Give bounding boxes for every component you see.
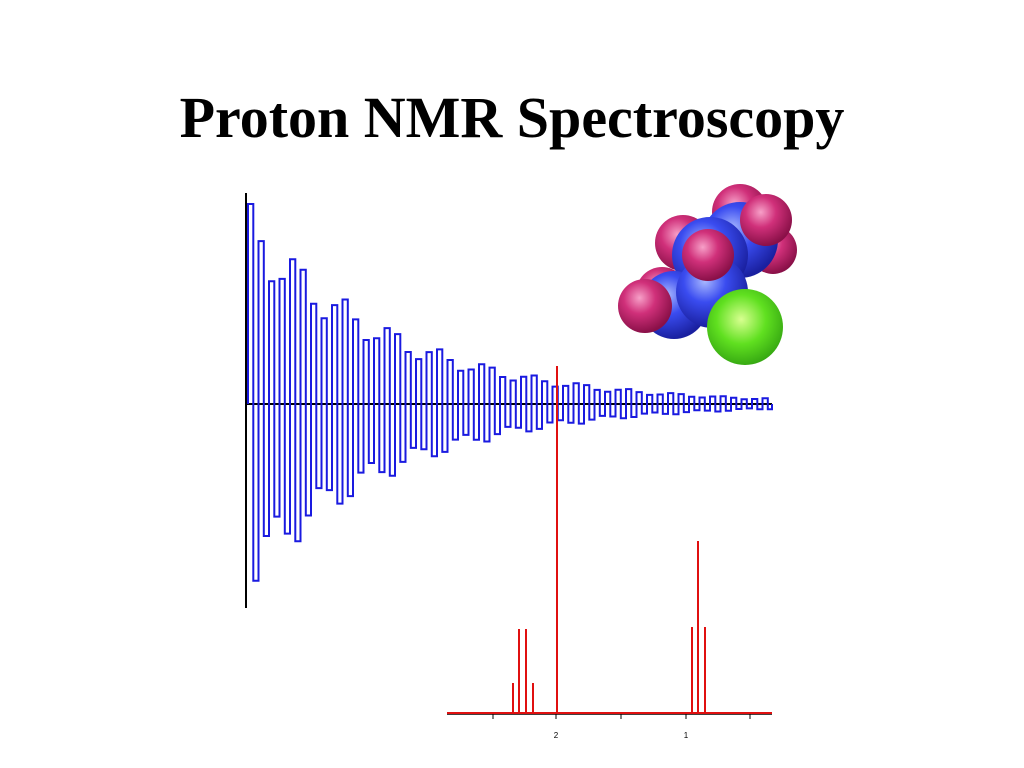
spectrum-tick-label: 2 — [554, 731, 559, 740]
triplet-peaks — [691, 541, 706, 713]
quartet-peaks — [512, 629, 534, 713]
spectrum-graph — [447, 366, 772, 719]
spectrum-ticks — [492, 714, 751, 719]
fid-signal — [247, 203, 773, 582]
spectrum-tick-label: 1 — [684, 731, 689, 740]
slide-title: Proton NMR Spectroscopy — [179, 85, 845, 150]
fid-graph — [245, 193, 773, 608]
molecule-model — [618, 184, 797, 365]
